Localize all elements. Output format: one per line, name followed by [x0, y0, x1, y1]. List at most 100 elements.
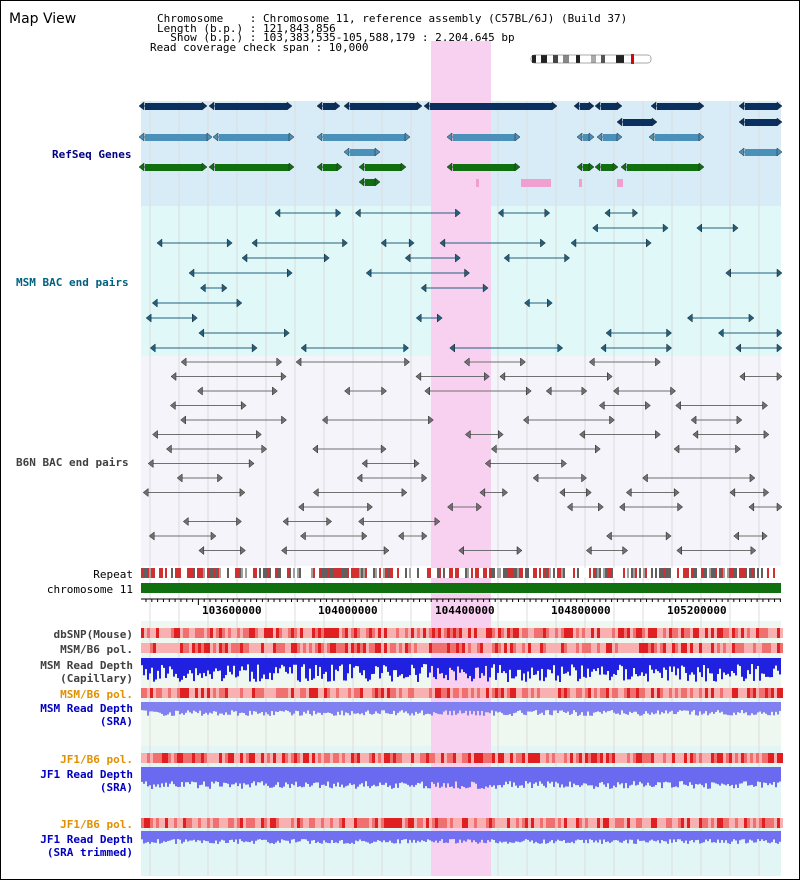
- jf1-b6-pol-heat: [546, 753, 549, 763]
- repeat-mark: [669, 568, 671, 578]
- jf1-b6-pol-heat-2: [738, 818, 741, 828]
- msm-read-depth-capillary-label[interactable]: MSM Read Depth: [40, 659, 133, 672]
- msm-b6-pol-heat: [192, 643, 195, 653]
- repeat-mark: [305, 568, 307, 578]
- repeat-mark: [331, 568, 333, 578]
- jf1-b6-pol-heat-2: [444, 818, 447, 828]
- jf1-b6-pol-heat-2: [585, 818, 588, 828]
- jf1-read-depth-trimmed-bar: [431, 831, 433, 842]
- repeat-mark: [387, 568, 389, 578]
- refseq-genes-label[interactable]: RefSeq Genes: [52, 148, 132, 161]
- msm-read-depth-capillary-bar: [461, 658, 463, 670]
- jf1-b6-pol-heat-2: [162, 818, 165, 828]
- repeat-mark: [491, 568, 493, 578]
- jf1-read-depth-sra-bar: [491, 767, 493, 787]
- msm-bac-pair-end: [145, 313, 152, 323]
- msm-read-depth-sra-bar: [365, 702, 367, 712]
- jf1-read-depth-trimmed-bar: [159, 831, 161, 844]
- msm-b6-pol-heat: [753, 643, 756, 653]
- jf1-read-depth-sra-bar: [545, 767, 547, 788]
- jf1-read-depth-trimmed-bar: [695, 831, 697, 841]
- jf1-read-depth-sra-bar: [537, 767, 539, 786]
- msm-b6-pol-heat: [687, 643, 690, 653]
- msm-read-depth-capillary-bar: [355, 658, 357, 666]
- msm-read-depth-sra-bar: [527, 702, 529, 712]
- msm-read-depth-capillary-bar: [573, 658, 575, 668]
- msm-b6-pol-label-1[interactable]: MSM/B6 pol.: [60, 643, 133, 656]
- show-range-info: Show (b.p.) : 103,383,535-105,588,179 : …: [157, 31, 515, 44]
- msm-b6-pol-heat: [483, 643, 486, 653]
- jf1-b6-pol-heat-2: [255, 818, 258, 828]
- msm-b6-pol-heat: [183, 643, 186, 653]
- msm-b6-pol-heat-2: [690, 688, 693, 698]
- msm-read-depth-sra-label[interactable]: MSM Read Depth: [40, 702, 133, 715]
- jf1-read-depth-trimmed-bar: [689, 831, 691, 841]
- snp-gene-mark: [476, 179, 479, 187]
- msm-b6-pol-heat: [390, 643, 393, 653]
- msm-b6-pol-heat-2: [186, 688, 189, 698]
- msm-read-depth-capillary-bar: [645, 658, 647, 674]
- jf1-read-depth-trimmed-label[interactable]: JF1 Read Depth: [40, 833, 133, 846]
- jf1-b6-pol-label-1[interactable]: JF1/B6 pol.: [60, 753, 133, 766]
- jf1-read-depth-trimmed-bar: [763, 831, 765, 841]
- jf1-read-depth-sra-label[interactable]: JF1 Read Depth: [40, 768, 133, 781]
- msm-read-depth-capillary-bar: [449, 658, 451, 668]
- msm-read-depth-capillary-bar: [755, 658, 757, 670]
- jf1-read-depth-sra-bar: [535, 767, 537, 783]
- msm-read-depth-capillary-bar: [559, 658, 561, 682]
- jf1-read-depth-sra-bar: [413, 767, 415, 787]
- jf1-read-depth-sra-bar: [655, 767, 657, 785]
- jf1-b6-pol-heat-2: [681, 818, 684, 828]
- jf1-b6-pol-heat: [693, 753, 696, 763]
- jf1-b6-pol-heat: [633, 753, 636, 763]
- b6n-bac-pair-end: [675, 400, 681, 411]
- repeat-mark: [343, 568, 345, 578]
- jf1-read-depth-trimmed-bar: [509, 831, 511, 843]
- dbsnp-heat: [717, 628, 720, 638]
- repeat-mark: [523, 568, 525, 578]
- repeat-mark: [429, 568, 431, 578]
- jf1-b6-pol-heat-2: [777, 818, 780, 828]
- jf1-read-depth-sra-bar: [761, 767, 763, 788]
- msm-b6-pol-heat: [282, 643, 285, 653]
- jf1-b6-pol-heat: [273, 753, 276, 763]
- jf1-b6-pol-heat: [672, 753, 675, 763]
- gene-exon-block: [145, 103, 202, 110]
- jf1-read-depth-trimmed-bar: [589, 831, 591, 840]
- msm-bac-end-pairs-label[interactable]: MSM BAC end pairs: [16, 276, 129, 289]
- jf1-read-depth-sra-bar: [255, 767, 257, 786]
- msm-b6-pol-heat-2: [624, 688, 627, 698]
- dbsnp-label[interactable]: dbSNP(Mouse): [53, 628, 133, 641]
- b6n-bac-end-pairs-label[interactable]: B6N BAC end pairs: [16, 456, 129, 469]
- msm-read-depth-sra-bar: [559, 702, 561, 711]
- dbsnp-heat: [261, 628, 264, 638]
- msm-read-depth-sra-bar: [553, 702, 555, 711]
- jf1-read-depth-sra-bar: [177, 767, 179, 787]
- msm-read-depth-sra-bar: [751, 702, 753, 714]
- jf1-read-depth-sra-bar: [603, 767, 605, 785]
- jf1-read-depth-trimmed-bar: [417, 831, 419, 841]
- msm-b6-pol-heat-2: [192, 688, 195, 698]
- dbsnp-heat: [480, 628, 483, 638]
- msm-b6-pol-label-2[interactable]: MSM/B6 pol.: [60, 688, 133, 701]
- jf1-b6-pol-label-2[interactable]: JF1/B6 pol.: [60, 818, 133, 831]
- dbsnp-heat: [753, 628, 756, 638]
- dbsnp-heat: [381, 628, 384, 638]
- jf1-b6-pol-heat: [393, 753, 396, 763]
- msm-b6-pol-heat-2: [216, 688, 219, 698]
- jf1-read-depth-sra-bar: [685, 767, 687, 785]
- msm-b6-pol-heat: [771, 643, 774, 653]
- repeat-mark: [741, 568, 743, 578]
- repeat-mark: [413, 568, 415, 578]
- dbsnp-heat: [429, 628, 432, 638]
- msm-read-depth-sra-bar: [353, 702, 355, 714]
- msm-b6-pol-heat: [210, 643, 213, 653]
- dbsnp-heat: [603, 628, 606, 638]
- repeat-mark: [441, 568, 443, 578]
- dbsnp-heat: [471, 628, 474, 638]
- msm-b6-pol-heat-2: [240, 688, 243, 698]
- jf1-read-depth-trimmed-bar: [753, 831, 755, 843]
- msm-read-depth-capillary-bar: [465, 658, 467, 674]
- jf1-b6-pol-heat-2: [183, 818, 186, 828]
